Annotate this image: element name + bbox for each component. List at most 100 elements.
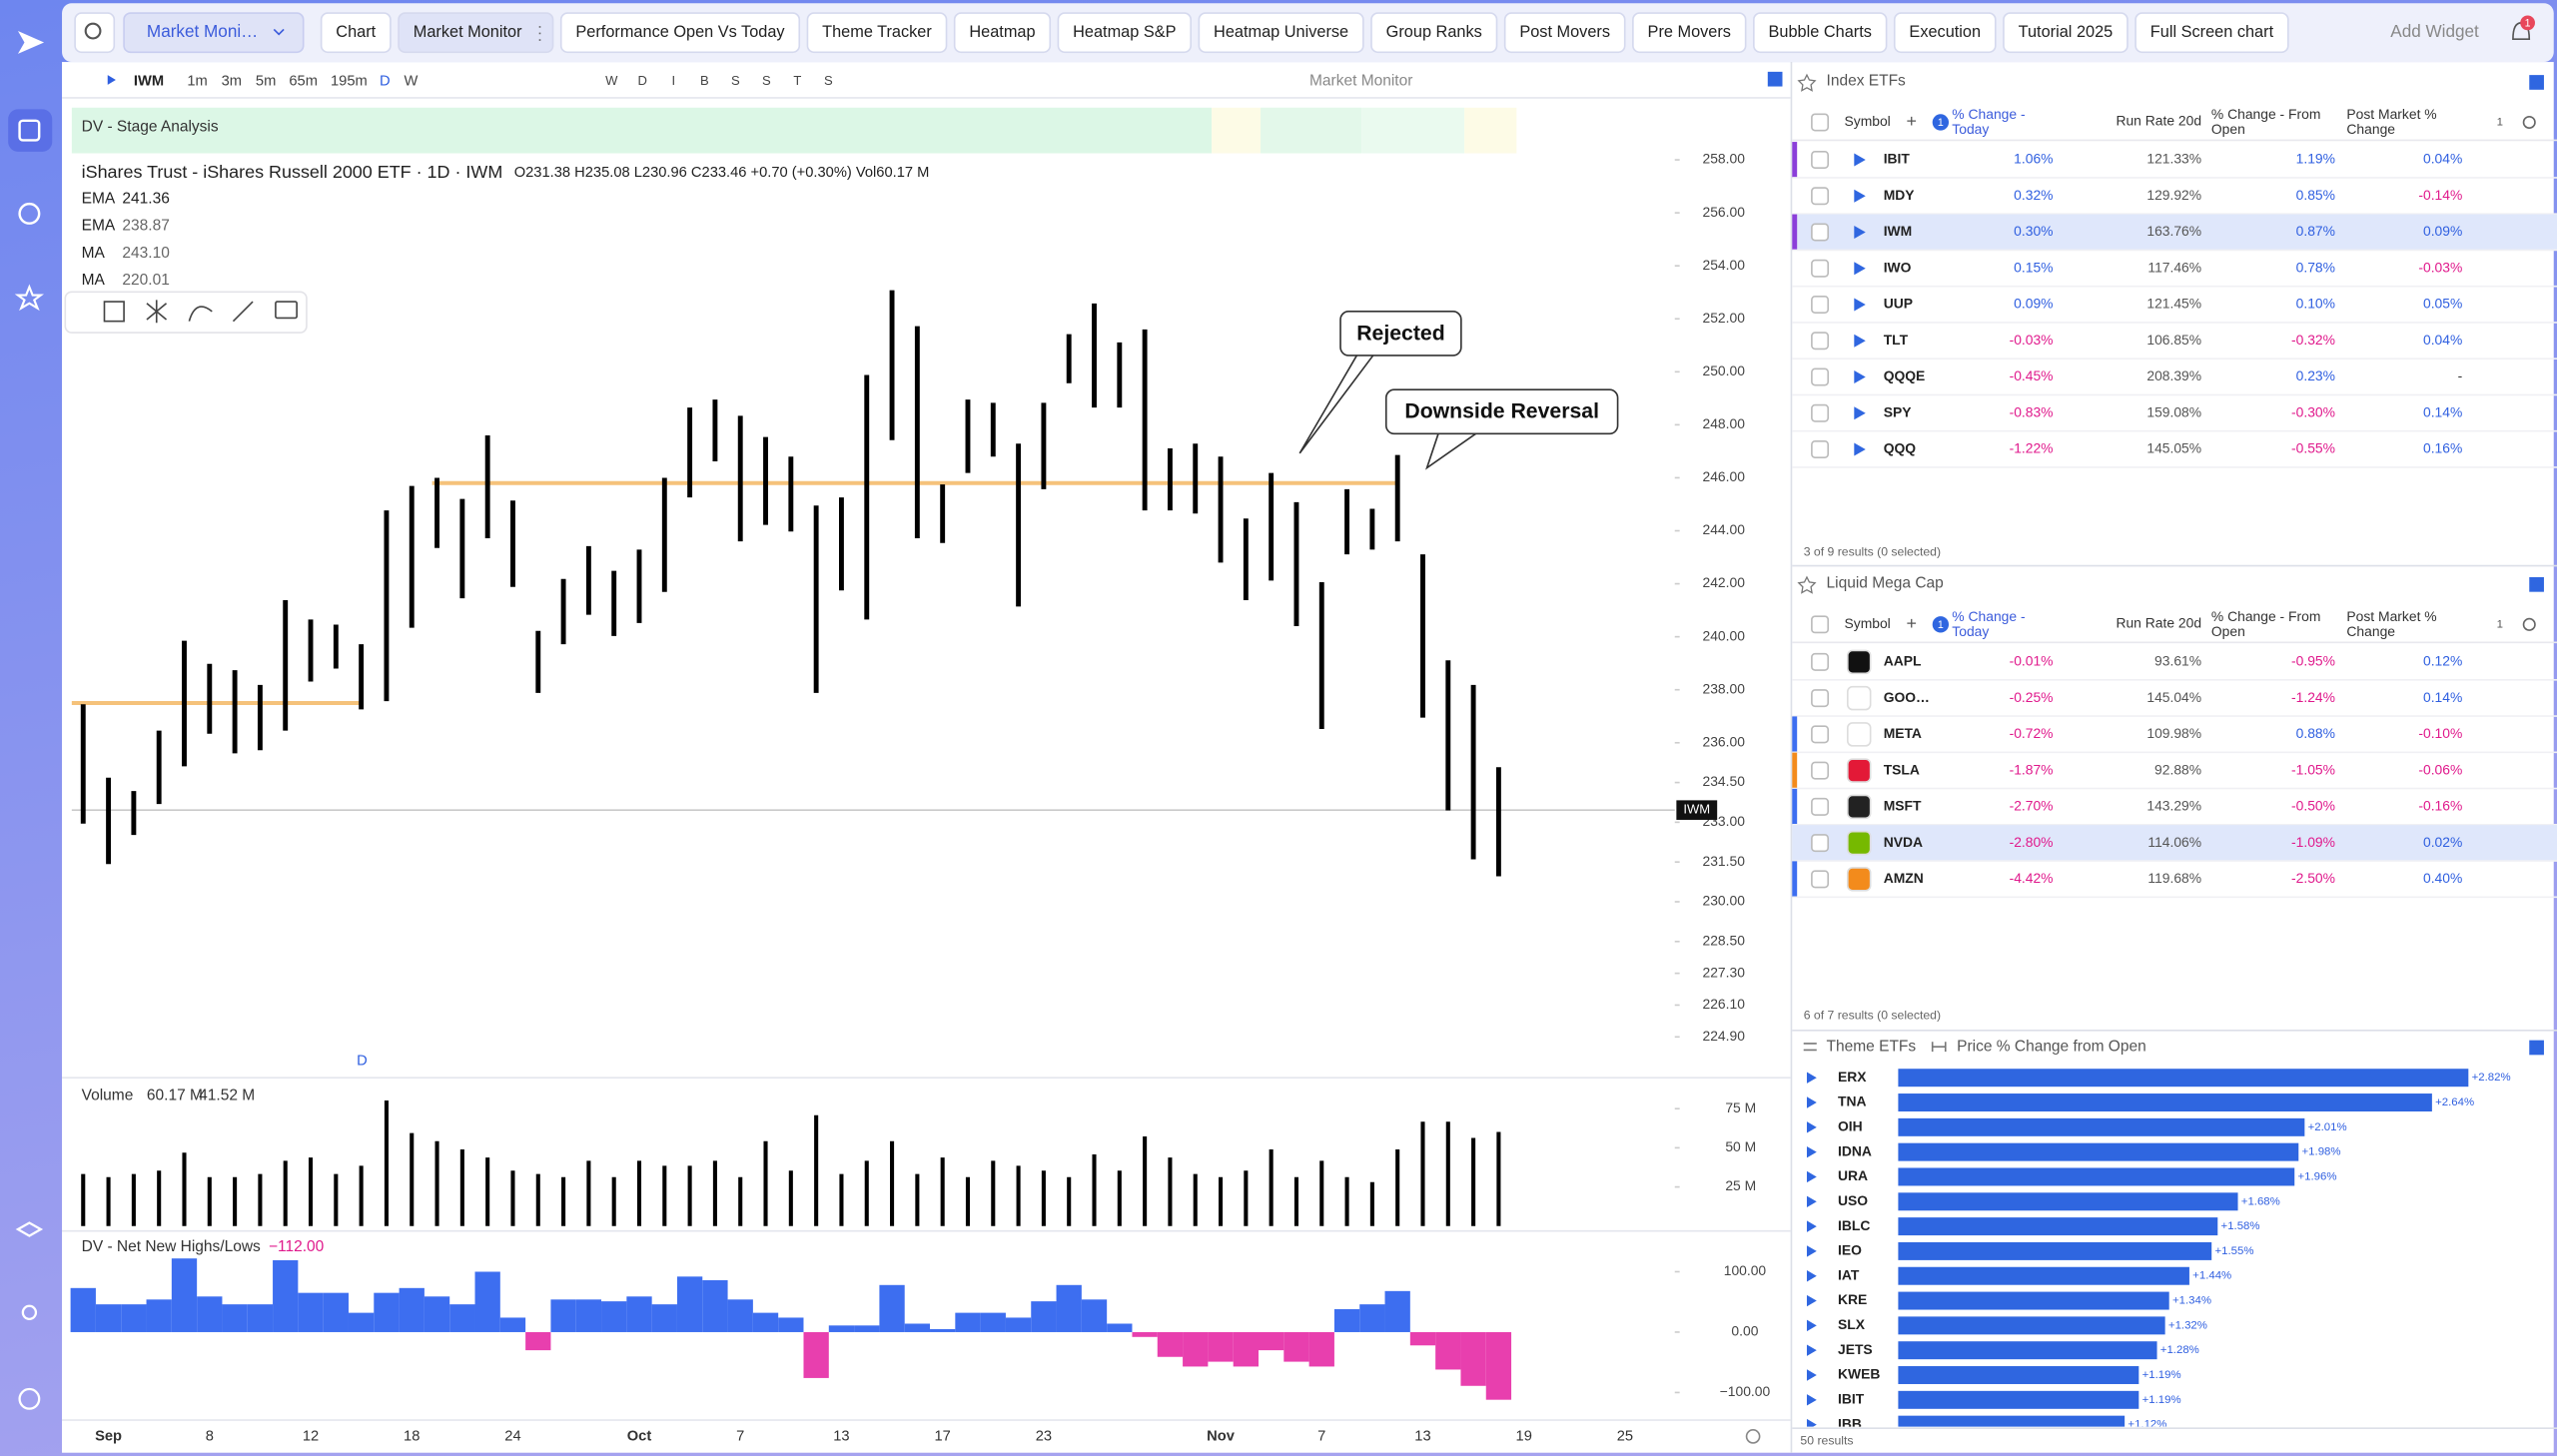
nav-tab[interactable]: Group Ranks (1370, 12, 1498, 54)
symbol[interactable]: KRE (1838, 1291, 1867, 1307)
chart-symbol[interactable]: IWM (134, 74, 164, 90)
nav-tab[interactable]: Chart (320, 12, 392, 54)
toolbar-letter[interactable]: I (671, 73, 675, 88)
symbol[interactable]: QQQE (1884, 367, 1926, 383)
sidebar-icon[interactable] (18, 119, 41, 142)
checkbox[interactable] (1811, 223, 1830, 242)
tool-brush[interactable] (188, 306, 213, 322)
symbol[interactable]: URA (1838, 1167, 1868, 1183)
toolbar-letter[interactable]: B (700, 73, 709, 88)
checkbox[interactable] (1811, 615, 1830, 634)
checkbox[interactable] (1811, 725, 1830, 744)
checkbox[interactable] (1811, 151, 1830, 169)
settings-icon[interactable] (1745, 1429, 1761, 1444)
nnhl-bar (273, 1260, 299, 1332)
symbol[interactable]: OIH (1838, 1117, 1863, 1133)
symbol[interactable]: MDY (1884, 187, 1916, 203)
checkbox[interactable] (1811, 332, 1830, 351)
settings-icon[interactable] (2522, 617, 2536, 631)
nav-tab[interactable]: Bubble Charts (1753, 12, 1888, 54)
timeframe[interactable]: W (404, 74, 418, 90)
timeframe[interactable]: 195m (331, 74, 368, 90)
symbol[interactable]: IWM (1884, 223, 1912, 239)
sidebar-icon[interactable] (21, 1304, 38, 1320)
nav-tab[interactable]: Performance Open Vs Today (559, 12, 801, 54)
nav-tab[interactable]: Pre Movers (1632, 12, 1747, 54)
symbol[interactable]: IBIT (1838, 1390, 1865, 1406)
nav-tab[interactable]: Heatmap S&P (1057, 12, 1193, 54)
checkbox[interactable] (1811, 403, 1830, 422)
settings-icon[interactable] (2522, 115, 2536, 129)
nav-tab[interactable]: Execution (1893, 12, 1997, 54)
nav-tab[interactable]: Tutorial 2025 (2003, 12, 2129, 54)
sidebar-icon[interactable] (14, 284, 44, 312)
toolbar-letter[interactable]: T (793, 73, 801, 88)
toolbar-letter[interactable]: S (824, 73, 833, 88)
checkbox[interactable] (1811, 296, 1830, 314)
tool-fib[interactable] (146, 300, 168, 324)
symbol[interactable]: GOO… (1884, 689, 1930, 705)
timeframe[interactable]: D (380, 74, 391, 90)
checkbox[interactable] (1811, 797, 1830, 816)
symbol[interactable]: NVDA (1884, 834, 1923, 850)
nav-tab[interactable]: Heatmap Universe (1198, 12, 1364, 54)
symbol[interactable]: TLT (1884, 332, 1909, 348)
nav-tab[interactable]: Market Monitor (398, 12, 554, 54)
nav-tab[interactable]: Heatmap (953, 12, 1052, 54)
sidebar-icon[interactable] (18, 202, 41, 225)
symbol[interactable]: IBLC (1838, 1217, 1870, 1233)
timeframe[interactable]: 65m (289, 74, 318, 90)
symbol[interactable]: IBB (1838, 1415, 1862, 1431)
symbol[interactable]: SPY (1884, 403, 1912, 419)
nav-tab[interactable]: Post Movers (1503, 12, 1626, 54)
symbol[interactable]: IEO (1838, 1242, 1862, 1258)
symbol[interactable]: TNA (1838, 1093, 1866, 1109)
checkbox[interactable] (1811, 761, 1830, 780)
checkbox[interactable] (1811, 367, 1830, 386)
sidebar-icon[interactable] (18, 1387, 41, 1410)
symbol[interactable]: IDNA (1838, 1142, 1872, 1158)
checkbox[interactable] (1811, 440, 1830, 458)
timeframe[interactable]: 1m (187, 74, 207, 90)
symbol[interactable]: IAT (1838, 1266, 1860, 1282)
add-widget[interactable] (2372, 13, 2499, 53)
sidebar-icon[interactable] (15, 1221, 44, 1237)
symbol[interactable]: MSFT (1884, 798, 1922, 814)
toolbar-letter[interactable]: D (638, 73, 647, 88)
checkbox[interactable] (1811, 652, 1830, 671)
metric-name[interactable]: Price % Change from Open (1957, 1038, 2146, 1055)
symbol[interactable]: TSLA (1884, 761, 1920, 777)
timeframe[interactable]: 5m (256, 74, 276, 90)
symbol[interactable]: IWO (1884, 259, 1912, 275)
symbol[interactable]: UUP (1884, 296, 1913, 312)
toolbar-letter[interactable]: S (762, 73, 771, 88)
symbol[interactable]: USO (1838, 1192, 1868, 1208)
symbol[interactable]: AAPL (1884, 653, 1922, 669)
workspace-select[interactable] (123, 12, 305, 54)
symbol[interactable]: SLX (1838, 1316, 1866, 1332)
symbol[interactable]: META (1884, 725, 1922, 741)
checkbox[interactable] (1811, 870, 1830, 889)
sidebar-active[interactable] (8, 109, 53, 152)
toolbar-letter[interactable]: W (605, 73, 618, 88)
layout-name[interactable]: Market Monitor (1309, 73, 1412, 90)
checkbox[interactable] (1811, 689, 1830, 708)
symbol[interactable]: IBIT (1884, 151, 1911, 167)
symbol[interactable]: QQQ (1884, 440, 1917, 456)
checkbox[interactable] (1811, 113, 1830, 132)
tool-line[interactable] (232, 301, 254, 323)
tool-note[interactable] (275, 301, 298, 320)
timeframe[interactable]: 3m (222, 74, 242, 90)
tool-rect[interactable] (103, 301, 125, 323)
search-button[interactable] (74, 12, 116, 54)
checkbox[interactable] (1811, 187, 1830, 206)
toolbar-letter[interactable]: S (731, 73, 740, 88)
checkbox[interactable] (1811, 834, 1830, 853)
symbol[interactable]: ERX (1838, 1069, 1867, 1085)
symbol[interactable]: KWEB (1838, 1366, 1880, 1382)
symbol[interactable]: JETS (1838, 1341, 1873, 1357)
nav-tab[interactable]: Full Screen chart (2134, 12, 2289, 54)
nav-tab[interactable]: Theme Tracker (806, 12, 948, 54)
checkbox[interactable] (1811, 259, 1830, 278)
symbol[interactable]: AMZN (1884, 870, 1924, 886)
